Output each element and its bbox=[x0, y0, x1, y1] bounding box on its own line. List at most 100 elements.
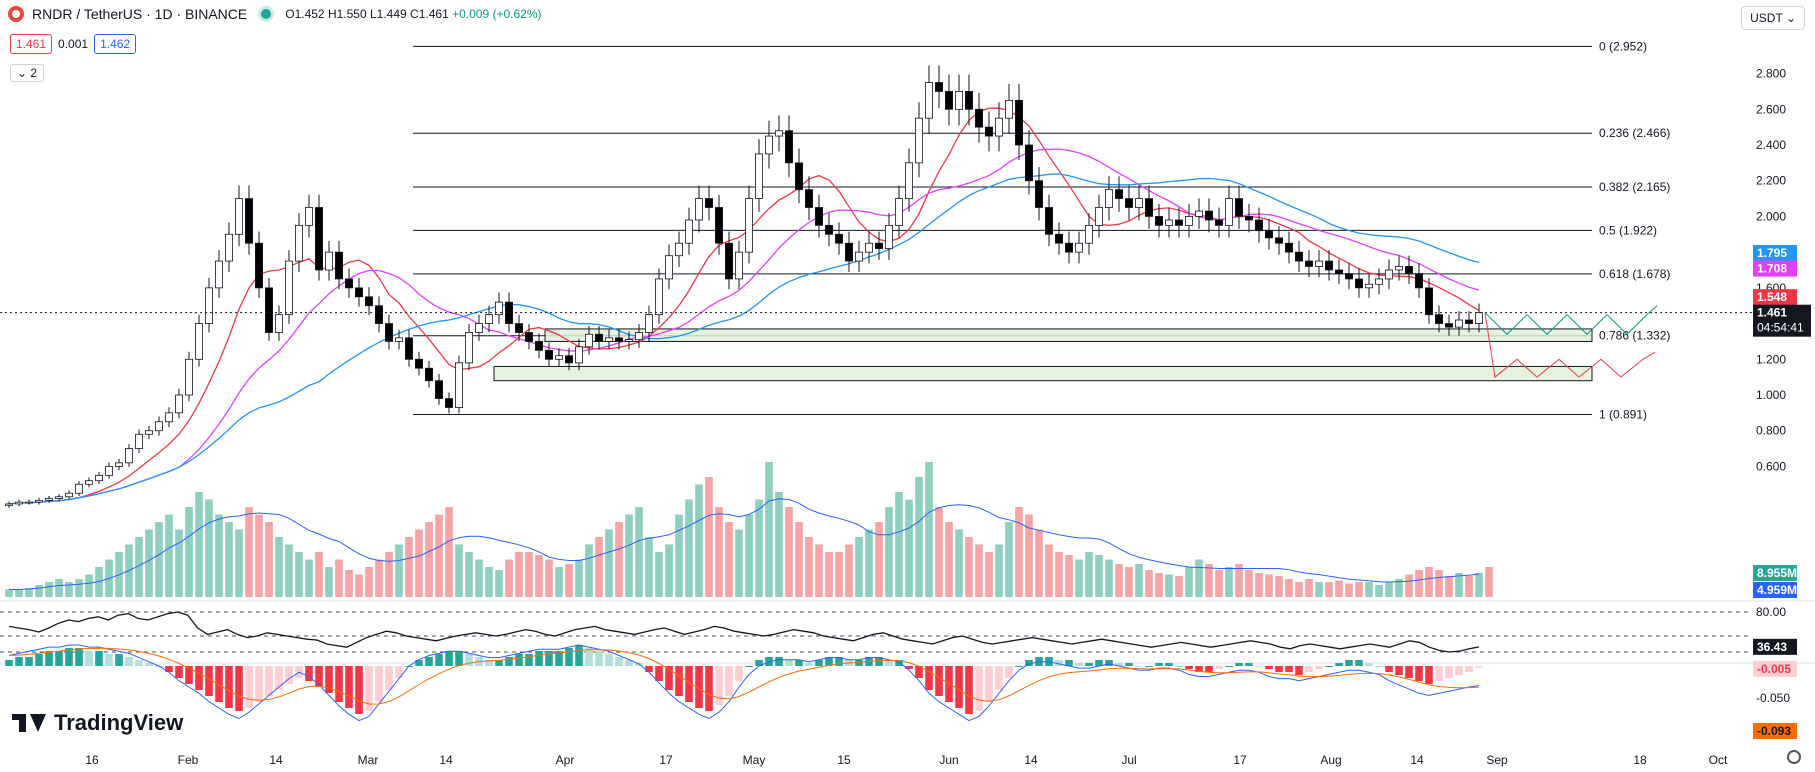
volume-bar bbox=[1305, 579, 1313, 597]
volume-bar bbox=[355, 574, 363, 597]
candle-body bbox=[364, 296, 373, 307]
candle-body bbox=[334, 251, 343, 280]
volume-bar bbox=[245, 507, 253, 597]
volume-bar bbox=[285, 544, 293, 597]
candle-body bbox=[645, 314, 654, 333]
volume-bar bbox=[185, 507, 193, 597]
time-axis-tick: Mar bbox=[358, 753, 379, 767]
candle-body bbox=[865, 242, 874, 253]
volume-bar bbox=[895, 492, 903, 597]
macd-histogram-bar bbox=[795, 660, 803, 666]
macd-histogram-bar bbox=[695, 666, 703, 708]
volume-bar bbox=[1045, 544, 1053, 597]
macd-histogram-bar bbox=[285, 666, 293, 684]
volume-bar bbox=[785, 507, 793, 597]
candle-body bbox=[1415, 273, 1424, 289]
symbol-title[interactable]: RNDR / TetherUS · 1D · BINANCE bbox=[32, 6, 248, 22]
tradingview-logo[interactable]: TradingView bbox=[12, 710, 183, 736]
macd-histogram-bar bbox=[565, 648, 573, 666]
candle-body bbox=[1375, 278, 1384, 285]
candle-body bbox=[795, 162, 804, 191]
macd-histogram-bar bbox=[1215, 666, 1223, 669]
candle-body bbox=[474, 323, 483, 333]
price-axis-tick: 1.200 bbox=[1756, 352, 1786, 366]
candle-body bbox=[1435, 314, 1444, 324]
candle-body bbox=[35, 499, 44, 503]
macd-histogram-bar bbox=[85, 651, 93, 666]
volume-bar bbox=[815, 544, 823, 597]
time-axis-tick: 14 bbox=[269, 753, 283, 767]
candle-body bbox=[1325, 260, 1334, 271]
volume-bar bbox=[1395, 579, 1403, 597]
volume-bar bbox=[495, 570, 503, 597]
macd-histogram-bar bbox=[985, 666, 993, 702]
fib-level-label: 0.382 (2.165) bbox=[1599, 180, 1670, 194]
macd-histogram-bar bbox=[1255, 666, 1263, 667]
macd-histogram-bar bbox=[45, 651, 53, 666]
candle-body bbox=[825, 224, 834, 235]
volume-bar bbox=[415, 529, 423, 597]
price-axis-tick: 2.800 bbox=[1756, 67, 1786, 81]
ask-price[interactable]: 1.462 bbox=[94, 34, 137, 54]
macd-histogram-bar bbox=[915, 666, 923, 678]
candle-body bbox=[1215, 219, 1224, 226]
macd-axis-tick: -0.050 bbox=[1756, 691, 1790, 705]
candle-body bbox=[194, 323, 203, 360]
change-value: +0.009 (+0.62%) bbox=[452, 7, 542, 21]
volume-bar bbox=[725, 522, 733, 597]
macd-histogram-bar bbox=[615, 657, 623, 666]
volume-bar bbox=[1055, 552, 1063, 597]
volume-bar bbox=[35, 585, 43, 597]
volume-bar bbox=[515, 552, 523, 597]
volume-bars bbox=[5, 462, 1493, 597]
volume-bar bbox=[835, 552, 843, 597]
volume-bar bbox=[675, 514, 683, 597]
volume-bar bbox=[755, 499, 763, 597]
macd-histogram-bar bbox=[455, 651, 463, 666]
macd-histogram-bar bbox=[1155, 663, 1163, 666]
candle-body bbox=[1115, 189, 1124, 199]
candle-body bbox=[1185, 216, 1194, 226]
price-axis-tick: 2.400 bbox=[1756, 138, 1786, 152]
indicators-toggle-button[interactable]: ⌄ 2 bbox=[10, 64, 45, 82]
volume-bar bbox=[475, 559, 483, 597]
support-zones[interactable] bbox=[493, 328, 1593, 382]
candle-body bbox=[1315, 260, 1324, 267]
macd-histogram-bar bbox=[705, 666, 713, 711]
projection-paths[interactable] bbox=[1484, 305, 1658, 379]
macd-histogram-bar bbox=[665, 666, 673, 690]
candle-body bbox=[484, 314, 493, 324]
candle-body bbox=[515, 323, 524, 333]
macd-histogram-bar bbox=[835, 657, 843, 666]
candle-body bbox=[705, 198, 714, 208]
volume-bar bbox=[385, 552, 393, 597]
macd-histogram-bar bbox=[275, 666, 283, 690]
currency-selector[interactable]: USDT ⌄ bbox=[1741, 6, 1805, 30]
macd-histogram-bar bbox=[395, 666, 403, 678]
macd-histogram-bar bbox=[825, 657, 833, 666]
macd-histogram-bar bbox=[1135, 666, 1143, 667]
volume-bar bbox=[1065, 555, 1073, 597]
gear-icon[interactable] bbox=[1787, 750, 1801, 764]
spread-value: 0.001 bbox=[58, 37, 89, 51]
candle-body bbox=[1145, 198, 1154, 217]
volume-bar bbox=[405, 537, 413, 597]
macd-histogram-bar bbox=[75, 648, 83, 666]
ma-slow-line bbox=[8, 173, 1480, 505]
macd-histogram-bar bbox=[745, 666, 753, 667]
candle-body bbox=[1055, 233, 1064, 244]
bid-price[interactable]: 1.461 bbox=[10, 34, 53, 54]
macd-histogram-bar bbox=[435, 654, 443, 666]
candle-body bbox=[1255, 219, 1264, 232]
volume-bar bbox=[275, 537, 283, 597]
macd-histogram-bar bbox=[955, 666, 963, 708]
fibonacci-retracement[interactable]: 0 (2.952) 0.236 (2.466) 0.382 (2.165) 0.5 (… bbox=[413, 39, 1670, 421]
macd-histogram-bar bbox=[175, 666, 183, 678]
macd-histogram-bar bbox=[785, 660, 793, 666]
macd-histogram-bar bbox=[245, 666, 253, 708]
macd-histogram-bar bbox=[525, 654, 533, 666]
volume-bar bbox=[465, 552, 473, 597]
candle-body bbox=[1105, 189, 1114, 208]
macd-histogram-bar bbox=[365, 666, 373, 711]
